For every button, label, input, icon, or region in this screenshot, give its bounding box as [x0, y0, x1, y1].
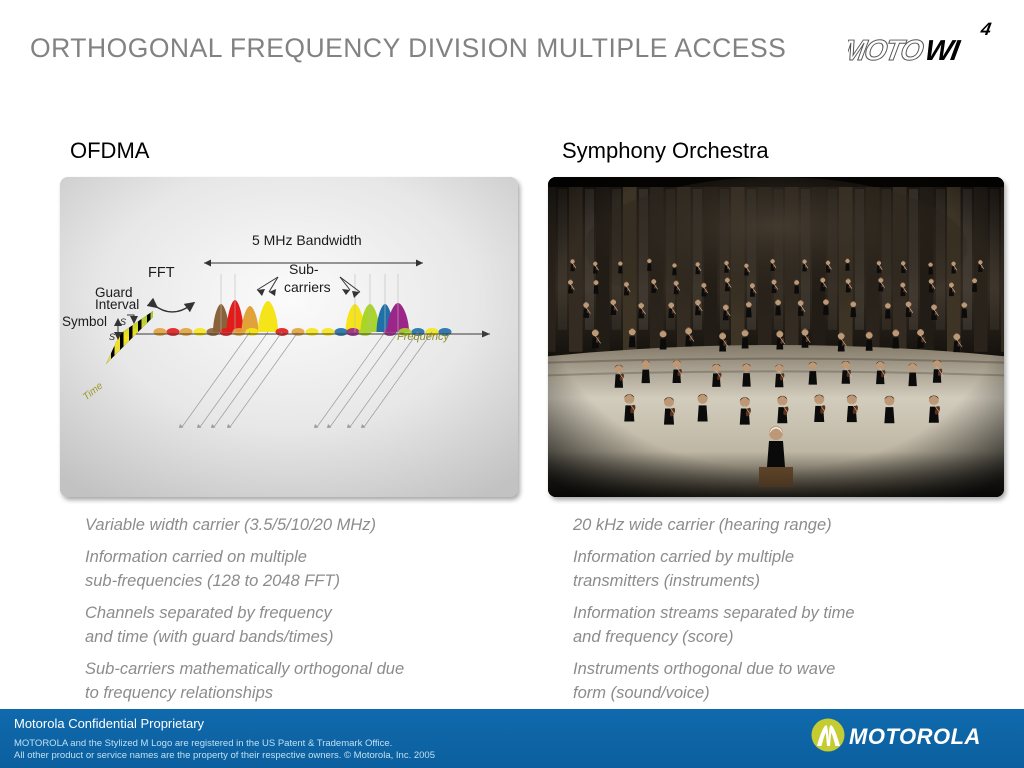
svg-text:Interval: Interval: [95, 297, 139, 312]
svg-text:WI: WI: [922, 35, 962, 67]
svg-text:4: 4: [978, 19, 993, 39]
svg-text:S: S: [109, 332, 115, 342]
svg-text:Frequency: Frequency: [397, 331, 450, 343]
svg-text:S: S: [120, 317, 126, 327]
svg-text:FFT: FFT: [148, 265, 175, 281]
svg-text:MOTO: MOTO: [848, 35, 926, 67]
svg-text:carriers: carriers: [284, 279, 331, 295]
svg-text:5 MHz Bandwidth: 5 MHz Bandwidth: [252, 232, 362, 248]
svg-text:Sub-: Sub-: [289, 261, 319, 277]
svg-text:Symbol: Symbol: [62, 314, 107, 329]
svg-text:MOTOROLA: MOTOROLA: [849, 724, 981, 749]
